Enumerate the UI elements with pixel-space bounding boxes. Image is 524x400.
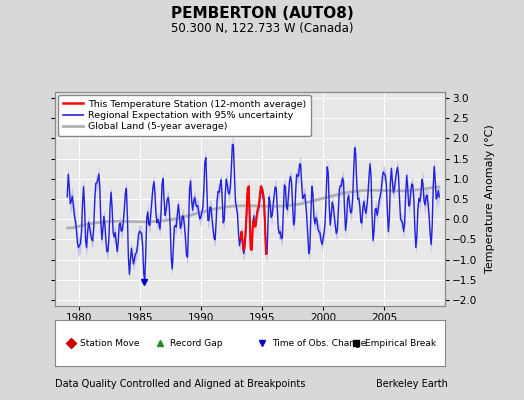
Text: Empirical Break: Empirical Break [365, 338, 436, 348]
Text: 50.300 N, 122.733 W (Canada): 50.300 N, 122.733 W (Canada) [171, 22, 353, 35]
Text: Station Move: Station Move [80, 338, 140, 348]
Text: Data Quality Controlled and Aligned at Breakpoints: Data Quality Controlled and Aligned at B… [55, 379, 305, 389]
Y-axis label: Temperature Anomaly (°C): Temperature Anomaly (°C) [485, 125, 495, 273]
Legend: This Temperature Station (12-month average), Regional Expectation with 95% uncer: This Temperature Station (12-month avera… [58, 95, 311, 136]
Text: Berkeley Earth: Berkeley Earth [376, 379, 448, 389]
Text: Record Gap: Record Gap [170, 338, 223, 348]
Text: PEMBERTON (AUTO8): PEMBERTON (AUTO8) [171, 6, 353, 21]
Text: Time of Obs. Change: Time of Obs. Change [271, 338, 366, 348]
